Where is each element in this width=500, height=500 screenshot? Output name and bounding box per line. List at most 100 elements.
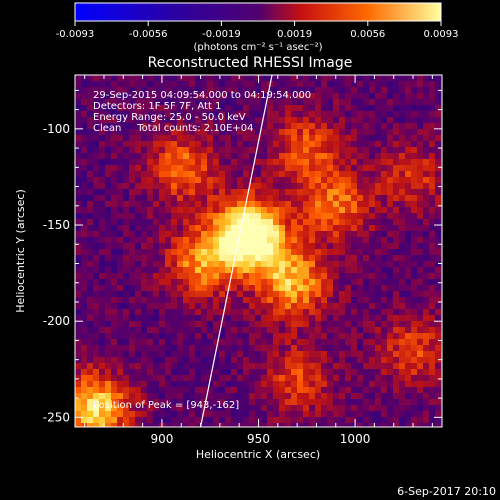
heatmap-cell — [411, 315, 417, 321]
heatmap-cell — [159, 123, 165, 129]
heatmap-cell — [129, 81, 135, 87]
heatmap-cell — [381, 291, 387, 297]
heatmap-cell — [411, 345, 417, 351]
heatmap-cell — [207, 87, 213, 93]
heatmap-cell — [429, 285, 435, 291]
heatmap-cell — [225, 147, 231, 153]
heatmap-cell — [159, 183, 165, 189]
heatmap-cell — [111, 369, 117, 375]
heatmap-cell — [273, 255, 279, 261]
heatmap-cell — [435, 147, 441, 153]
heatmap-cell — [303, 417, 309, 423]
heatmap-cell — [111, 315, 117, 321]
heatmap-cell — [369, 201, 375, 207]
colorbar-tick-label: 0.0019 — [277, 29, 312, 40]
heatmap-cell — [219, 195, 225, 201]
heatmap-cell — [273, 267, 279, 273]
heatmap-cell — [273, 219, 279, 225]
heatmap-cell — [153, 315, 159, 321]
heatmap-cell — [297, 213, 303, 219]
heatmap-cell — [297, 327, 303, 333]
heatmap-cell — [399, 225, 405, 231]
heatmap-cell — [435, 117, 441, 123]
heatmap-cell — [243, 255, 249, 261]
heatmap-cell — [123, 189, 129, 195]
heatmap-cell — [393, 417, 399, 423]
heatmap-cell — [75, 387, 81, 393]
heatmap-cell — [357, 159, 363, 165]
heatmap-cell — [357, 267, 363, 273]
heatmap-cell — [351, 309, 357, 315]
heatmap-cell — [219, 339, 225, 345]
heatmap-cell — [141, 189, 147, 195]
heatmap-cell — [333, 255, 339, 261]
heatmap-cell — [303, 393, 309, 399]
heatmap-cell — [195, 303, 201, 309]
heatmap-cell — [423, 261, 429, 267]
heatmap-cell — [339, 135, 345, 141]
heatmap-cell — [345, 411, 351, 417]
heatmap-cell — [93, 135, 99, 141]
heatmap-cell — [303, 255, 309, 261]
heatmap-cell — [213, 105, 219, 111]
heatmap-cell — [411, 93, 417, 99]
heatmap-cell — [249, 399, 255, 405]
heatmap-cell — [231, 99, 237, 105]
heatmap-cell — [267, 285, 273, 291]
heatmap-cell — [267, 345, 273, 351]
heatmap-cell — [129, 369, 135, 375]
heatmap-cell — [135, 231, 141, 237]
heatmap-cell — [351, 345, 357, 351]
heatmap-cell — [255, 351, 261, 357]
heatmap-cell — [219, 117, 225, 123]
heatmap-cell — [141, 255, 147, 261]
heatmap-cell — [231, 243, 237, 249]
heatmap-cell — [285, 177, 291, 183]
heatmap-cell — [237, 141, 243, 147]
heatmap-cell — [411, 129, 417, 135]
heatmap-cell — [147, 117, 153, 123]
heatmap-cell — [273, 249, 279, 255]
heatmap-cell — [321, 87, 327, 93]
heatmap-cell — [93, 417, 99, 423]
heatmap-cell — [225, 363, 231, 369]
heatmap-cell — [411, 237, 417, 243]
heatmap-cell — [429, 147, 435, 153]
heatmap-cell — [153, 87, 159, 93]
heatmap-cell — [261, 333, 267, 339]
heatmap-cell — [285, 297, 291, 303]
heatmap-cell — [387, 411, 393, 417]
heatmap-cell — [327, 417, 333, 423]
heatmap-cell — [321, 279, 327, 285]
heatmap-cell — [435, 195, 441, 201]
heatmap-cell — [423, 249, 429, 255]
heatmap-cell — [351, 333, 357, 339]
heatmap-cell — [399, 129, 405, 135]
heatmap-cell — [309, 237, 315, 243]
heatmap-cell — [291, 267, 297, 273]
heatmap-cell — [243, 411, 249, 417]
heatmap-cell — [321, 159, 327, 165]
heatmap-cell — [291, 321, 297, 327]
heatmap-cell — [381, 411, 387, 417]
heatmap-cell — [189, 267, 195, 273]
heatmap-cell — [189, 369, 195, 375]
heatmap-cell — [321, 207, 327, 213]
heatmap-cell — [435, 249, 441, 255]
heatmap-cell — [279, 93, 285, 99]
heatmap-cell — [141, 207, 147, 213]
heatmap-cell — [399, 93, 405, 99]
heatmap-cell — [393, 237, 399, 243]
heatmap-cell — [141, 195, 147, 201]
heatmap-cell — [129, 261, 135, 267]
heatmap-cell — [243, 297, 249, 303]
heatmap-cell — [393, 297, 399, 303]
heatmap-cell — [177, 393, 183, 399]
heatmap-cell — [201, 333, 207, 339]
heatmap-cell — [93, 369, 99, 375]
heatmap-cell — [255, 375, 261, 381]
heatmap-cell — [315, 381, 321, 387]
heatmap-cell — [309, 417, 315, 423]
heatmap-cell — [213, 183, 219, 189]
heatmap-cell — [393, 87, 399, 93]
